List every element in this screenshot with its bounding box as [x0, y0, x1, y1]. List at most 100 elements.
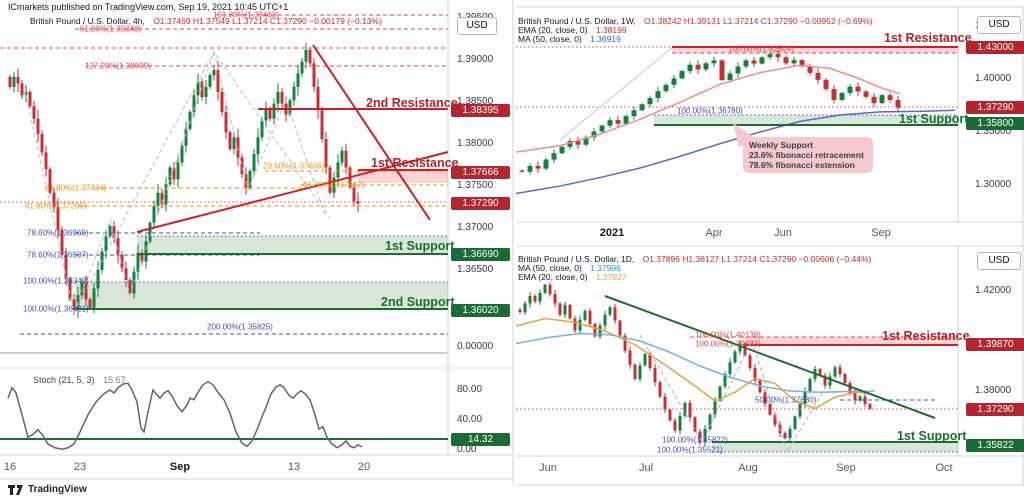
weekly-support-callout: Weekly Support 23.6% fibonacci retraceme… — [743, 137, 873, 173]
h4-price-tick: 1.38000 — [457, 138, 494, 149]
w1-time-tick: 2021 — [599, 227, 625, 239]
callout-line-1: Weekly Support — [749, 140, 814, 150]
d1-fib-label: 100.00%(1.35822) — [662, 435, 728, 445]
w1-ma-row: MA (50, close, 0) 1.36919 — [518, 34, 621, 44]
h4-fib-label: 127.20%(1.38909) — [85, 61, 151, 71]
h4-fib-label: 100.00%(1.36021) — [23, 304, 89, 314]
h4-price-tick: 1.37500 — [457, 180, 494, 191]
h4-fib-label: 200.00%(1.35825) — [207, 322, 273, 332]
h4-second-support-label: 2nd Support — [381, 295, 455, 309]
d1-first-support-label: 1st Support — [897, 429, 967, 443]
w1-first-resistance-label: 1st Resistance — [884, 31, 972, 45]
d1-time-tick: Jul — [638, 462, 654, 474]
d1-ema-value: 1.37927 — [595, 272, 627, 282]
w1-price-flag: 1.35800 — [966, 117, 1024, 130]
d1-price-flag: 1.35822 — [966, 439, 1024, 452]
h4-fib-label: 61.80%(1.37512) — [303, 180, 365, 190]
h4-fib-label: 61.80%(1.37209) — [25, 201, 87, 211]
h4-price-flag: 1.36690 — [451, 248, 510, 261]
h4-price-flag: 14.32 — [451, 433, 510, 446]
w1-first-support-label: 1st Support — [899, 112, 969, 126]
w1-ema-value: 1.38199 — [595, 25, 627, 35]
h4-fib-label: 23.60%(1.37666) — [263, 161, 325, 171]
h4-fib-label: 61.80%(1.37424) — [45, 183, 107, 193]
d1-ema-label: EMA (20, close, 0) — [518, 272, 588, 282]
d1-price-tick: 1.38000 — [975, 385, 1012, 396]
h4-time-tick: 23 — [73, 461, 87, 473]
w1-fib-label: 100.00%(1.36780) — [677, 106, 743, 116]
d1-ma-row: MA (50, close, 0) 1.37996 — [518, 263, 621, 273]
d1-currency-button[interactable]: USD — [977, 252, 1021, 270]
w1-price-flag: 1.37290 — [966, 101, 1024, 114]
callout-line-3: 78.6% fibonacci extension — [749, 160, 855, 170]
d1-fib-label: 100.00%(1.35521) — [657, 445, 723, 455]
h4-time-tick: Sep — [169, 461, 191, 473]
w1-currency-button[interactable]: USD — [977, 16, 1021, 34]
d1-fib-label: 100.00%(1.40138) — [695, 330, 761, 340]
d1-time-tick: Jun — [539, 462, 557, 474]
h4-price-tick: 1.39000 — [457, 54, 494, 65]
h4-price-flag: 1.37666 — [451, 166, 510, 179]
w1-price-tick: 1.30000 — [975, 179, 1012, 190]
h4-fib-label: 161.80%(1.39463) — [213, 10, 279, 20]
h4-ohlc: O1.37469 H1.37549 L1.37214 C1.37290 −0.0… — [153, 16, 382, 26]
h4-first-resistance-label: 1st Resistance — [371, 156, 459, 170]
h4-fib-label: 100.00%(1.36349) — [23, 276, 89, 286]
h4-second-resistance-label: 2nd Resistance — [366, 96, 458, 110]
h4-price-flag: 1.38395 — [451, 104, 510, 117]
w1-time-tick: Sep — [871, 227, 891, 239]
w1-price-flag: 1.43000 — [966, 41, 1024, 54]
attribution-text: ICmarkets published on TradingView.com, … — [8, 2, 289, 12]
d1-time-tick: Aug — [738, 462, 758, 474]
h4-price-tick: 1.36500 — [457, 264, 494, 275]
d1-price-tick: 1.42000 — [975, 285, 1012, 296]
h4-price-flag: 1.36020 — [451, 304, 510, 317]
w1-ohlc: O1.38242 H1.39131 L1.37214 C1.37290 −0.0… — [644, 16, 873, 26]
w1-ema-label: EMA (20, close, 0) — [518, 25, 588, 35]
h4-price-tick: 80.00 — [457, 384, 483, 395]
h4-fib-label: −61.80%(1.39348) — [75, 24, 142, 34]
w1-fib-label: 100.00%(1.42504) — [728, 44, 794, 54]
callout-line-2: 23.6% fibonacci retracement — [749, 150, 864, 160]
w1-ma-label: MA (50, close, 0) — [518, 34, 582, 44]
d1-time-tick: Sep — [836, 462, 856, 474]
stoch-value: 15.67 — [103, 375, 126, 385]
d1-fib-label: 100.00%(1.39833) — [695, 339, 761, 349]
h4-price-flag: 1.37290 — [451, 197, 510, 210]
d1-chart-header: British Pound / U.S. Dollar, 1D, O1.3789… — [518, 254, 871, 264]
h4-first-support-label: 1st Support — [385, 239, 455, 253]
d1-first-resistance-label: 1st Resistance — [882, 329, 970, 343]
h4-currency-button[interactable]: USD — [457, 17, 497, 35]
h4-time-tick: 13 — [287, 461, 301, 473]
d1-fib-label: 50.00%(1.37830) — [755, 395, 817, 405]
h4-fib-label: 78.60%(1.36687) — [27, 250, 89, 260]
watermark-text: TradingView — [28, 484, 87, 495]
w1-ema-row: EMA (20, close, 0) 1.38199 — [518, 25, 627, 35]
w1-symbol: British Pound / U.S. Dollar, 1W, — [518, 16, 636, 26]
w1-price-tick: 1.40000 — [975, 73, 1012, 84]
w1-time-tick: Jun — [774, 227, 792, 239]
h4-price-tick: 1.37000 — [457, 222, 494, 233]
d1-price-flag: 1.37290 — [966, 403, 1024, 416]
h4-price-tick: 0.00 — [457, 444, 477, 455]
w1-chart-header: British Pound / U.S. Dollar, 1W, O1.3824… — [518, 16, 873, 26]
h4-price-tick: 0.00000 — [457, 341, 494, 352]
h4-price-tick: 1.38500 — [457, 96, 494, 107]
h4-time-tick: 16 — [3, 461, 17, 473]
d1-ma-value: 1.37996 — [590, 263, 621, 273]
h4-fib-label: 78.60%(1.36960) — [27, 228, 89, 238]
d1-ema-row: EMA (20, close, 0) 1.37927 — [518, 272, 627, 282]
stoch-label: Stoch (21, 5, 3) — [33, 375, 95, 385]
w1-ma-value: 1.36919 — [590, 34, 621, 44]
d1-ohlc: O1.37896 H1.38127 L1.37214 C1.37290 −0.0… — [642, 254, 872, 264]
d1-price-flag: 1.39870 — [966, 338, 1024, 351]
w1-price-tick: 1.35000 — [975, 126, 1012, 137]
tradingview-logo-icon — [8, 484, 23, 495]
tradingview-watermark[interactable]: TradingView — [8, 484, 87, 495]
w1-time-tick: Apr — [705, 227, 723, 239]
h4-chart-header: British Pound / U.S. Dollar, 4h, O1.3746… — [30, 16, 382, 26]
d1-symbol: British Pound / U.S. Dollar, 1D, — [518, 254, 635, 264]
h4-time-tick: 20 — [357, 461, 371, 473]
